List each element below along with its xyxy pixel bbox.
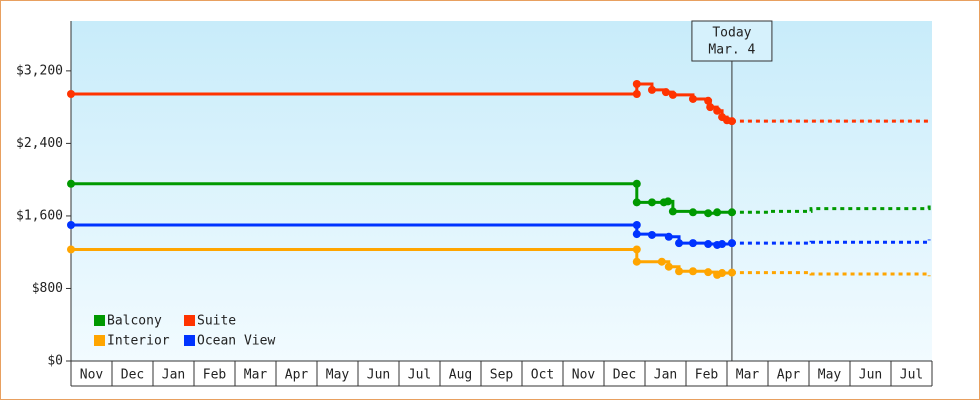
price-point — [713, 208, 722, 217]
x-tick-label: Jun — [367, 368, 390, 383]
x-tick-label: Jul — [408, 368, 431, 383]
price-point — [647, 230, 656, 239]
x-tick-label: Feb — [203, 368, 227, 383]
x-tick-label: Jun — [859, 368, 882, 383]
price-line — [71, 182, 732, 215]
price-point — [718, 269, 727, 278]
price-point — [668, 207, 677, 216]
forecast-line — [731, 271, 931, 277]
y-tick-label: $0 — [47, 354, 63, 369]
x-tick-label: Aug — [449, 368, 472, 383]
price-point — [704, 96, 713, 105]
legend-swatch — [184, 335, 195, 346]
price-point — [713, 106, 722, 115]
plot-background — [71, 21, 932, 361]
price-point — [67, 221, 75, 229]
legend-label: Suite — [197, 314, 236, 329]
price-point — [632, 245, 641, 254]
price-point — [632, 89, 641, 98]
y-tick-label: $1,600 — [16, 208, 63, 223]
today-date: Mar. 4 — [708, 43, 755, 58]
legend-swatch — [94, 315, 105, 326]
price-point — [664, 232, 673, 241]
y-tick-label: $800 — [32, 281, 63, 296]
x-tick-label: Oct — [531, 368, 554, 383]
x-tick-label: Jan — [162, 368, 185, 383]
price-point — [688, 94, 697, 103]
price-point — [718, 240, 727, 249]
price-point — [688, 239, 697, 248]
price-point — [632, 179, 641, 188]
price-point — [704, 240, 713, 249]
x-tick-label: Feb — [695, 368, 719, 383]
x-tick-label: Nov — [572, 368, 596, 383]
legend-swatch — [184, 315, 195, 326]
price-point — [661, 88, 670, 97]
price-point — [704, 209, 713, 218]
price-point — [67, 89, 75, 98]
price-point — [688, 208, 697, 217]
price-point — [632, 80, 641, 89]
x-tick-label: Dec — [121, 368, 144, 383]
forecast-line — [731, 239, 931, 245]
price-point — [675, 239, 684, 248]
x-tick-label: Apr — [285, 368, 309, 383]
forecast-line — [731, 119, 931, 123]
x-tick-label: Dec — [613, 368, 636, 383]
x-tick-label: Nov — [80, 368, 104, 383]
x-tick-label: Jul — [900, 368, 923, 383]
price-point — [727, 239, 736, 248]
legend-swatch — [94, 335, 105, 346]
price-point — [632, 198, 641, 207]
today-box — [691, 20, 773, 62]
legend-label: Balcony — [107, 314, 162, 329]
y-tick-label: $2,400 — [16, 136, 63, 151]
x-tick-label: Apr — [777, 368, 801, 383]
price-point — [668, 90, 677, 99]
price-point — [664, 262, 673, 271]
x-tick-label: May — [818, 368, 842, 383]
x-tick-label: Jan — [654, 368, 677, 383]
price-point — [663, 197, 672, 206]
forecast-line — [731, 205, 931, 214]
price-point — [727, 208, 736, 217]
x-tick-label: May — [326, 368, 350, 383]
price-point — [67, 179, 75, 188]
x-tick-label: Mar — [244, 368, 268, 383]
price-point — [632, 257, 641, 266]
price-point — [706, 103, 715, 112]
x-tick-label: Sep — [490, 368, 514, 383]
price-point — [67, 245, 75, 254]
y-tick-label: $3,200 — [16, 63, 63, 78]
price-point — [647, 198, 656, 207]
price-point — [632, 230, 641, 239]
today-label: Today — [712, 26, 751, 41]
legend-label: Ocean View — [197, 334, 275, 349]
price-point — [657, 257, 666, 266]
price-point — [727, 268, 736, 277]
price-point — [647, 85, 656, 94]
price-point — [727, 117, 736, 126]
x-tick-label: Mar — [736, 368, 760, 383]
price-point — [704, 268, 713, 277]
price-point — [688, 267, 697, 276]
price-point — [632, 221, 641, 229]
price-point — [675, 267, 684, 276]
legend-label: Interior — [107, 334, 170, 349]
